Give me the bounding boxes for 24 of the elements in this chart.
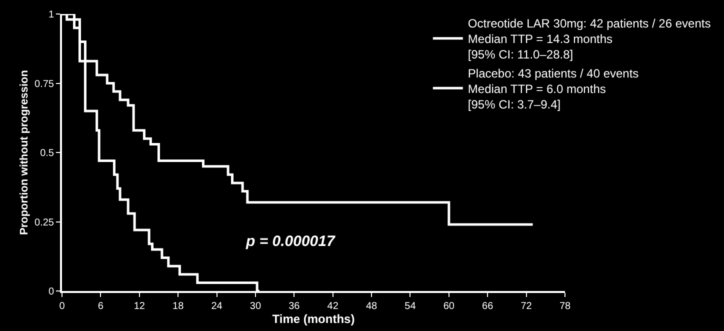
legend-label: Octreotide LAR 30mg: 42 patients / 26 events Median TTP = 14.3 months [95% CI: 11.0–28.8] <box>468 16 711 62</box>
x-tick-label: 12 <box>134 301 146 312</box>
x-tick-label: 36 <box>288 301 300 312</box>
x-tick-label: 18 <box>172 301 184 312</box>
x-tick-label: 48 <box>366 301 378 312</box>
x-tick-label: 78 <box>559 301 571 312</box>
x-axis-title: Time (months) <box>272 312 355 326</box>
x-tick-label: 66 <box>482 301 494 312</box>
annotation: p = 0.000017 <box>245 233 336 250</box>
y-tick-label: 0 <box>48 286 54 298</box>
x-tick-label: 54 <box>404 301 416 312</box>
y-tick-label: 0.25 <box>34 217 54 228</box>
y-tick-label: 1 <box>48 10 54 20</box>
x-tick-label: 0 <box>59 301 66 312</box>
x-tick-label: 72 <box>520 301 532 312</box>
legend-label: Placebo: 43 patients / 40 events Median TTP = 6.0 months [95% CI: 3.7–9.4] <box>468 66 639 112</box>
x-tick-label: 60 <box>443 301 455 312</box>
x-tick-label: 6 <box>98 301 104 312</box>
x-tick-label: 42 <box>327 301 339 312</box>
x-tick-label: 24 <box>211 301 223 312</box>
y-tick-label: 0.5 <box>40 148 54 159</box>
x-tick-label: 30 <box>250 301 262 312</box>
y-axis-title: Proportion without progression <box>18 70 31 235</box>
y-tick-label: 0.75 <box>34 78 54 90</box>
